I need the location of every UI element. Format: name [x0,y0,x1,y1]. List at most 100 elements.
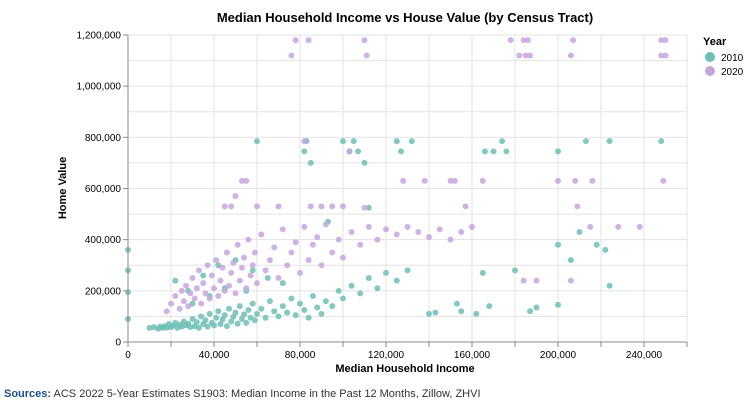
point-2010 [258,305,265,312]
point-2010 [292,312,299,319]
point-2020 [363,52,370,59]
point-2020 [458,228,465,235]
x-tick-label: 40,000 [199,350,230,361]
point-2020 [221,203,228,210]
point-2020 [284,262,291,269]
point-2010 [271,308,278,315]
source-label: Sources: [4,388,52,400]
point-2020 [198,300,205,307]
point-2020 [660,177,667,184]
point-2010 [307,159,314,166]
point-2020 [524,37,531,44]
point-2020 [520,277,527,284]
point-2020 [479,177,486,184]
point-2010 [249,300,256,307]
x-axis-ticks: 0 40,000 80,000 120,000 160,000 200,000 240,00… [125,342,688,361]
point-2020 [191,295,198,302]
point-2020 [228,269,235,276]
point-2020 [658,52,665,59]
point-2020 [288,52,295,59]
point-2010 [365,275,372,282]
point-2010 [211,322,217,329]
point-2020 [426,234,432,241]
point-2010 [262,314,269,321]
point-2010 [195,324,202,331]
point-2020 [415,228,422,235]
point-2010 [215,308,222,315]
point-2020 [400,177,407,184]
point-2020 [258,231,265,238]
point-2020 [301,223,308,230]
point-2010 [189,315,196,322]
point-2010 [329,303,336,310]
point-2010 [228,318,235,325]
point-2020 [234,241,241,248]
point-2020 [335,236,342,243]
point-2010 [350,138,357,145]
point-2010 [206,310,213,317]
point-2020 [185,303,192,310]
point-2010 [393,138,400,145]
point-2010 [527,308,534,315]
point-2020 [213,257,220,264]
point-2010 [236,303,243,310]
point-2010 [355,148,362,155]
point-2010 [374,285,381,292]
point-2010 [213,314,220,321]
point-2020 [340,203,346,210]
legend-label-2020: 2020 [721,67,744,78]
point-2020 [241,254,248,261]
point-2010 [284,309,291,316]
x-tick-label: 120,000 [368,350,405,361]
point-2020 [322,221,329,228]
point-2020 [469,223,475,230]
point-2020 [243,177,250,184]
point-2010 [582,138,589,145]
legend: Year 2010 2020 [703,36,744,78]
point-2020 [567,52,574,59]
point-2020 [348,228,355,235]
point-2010 [202,317,209,324]
y-tick-label: 400,000 [85,235,122,246]
point-2020 [279,226,286,233]
y-tick-label: 0 [115,338,121,349]
point-2020 [658,37,665,44]
point-2010 [245,307,252,314]
point-2020 [208,272,215,279]
point-2020 [178,287,185,294]
point-2010 [486,303,493,310]
point-2010 [512,267,518,274]
point-2010 [305,314,312,321]
point-2020 [247,272,254,279]
point-2010 [335,287,342,294]
point-2020 [329,249,336,256]
point-2020 [292,37,299,44]
point-2020 [232,290,239,297]
point-2020 [243,285,250,292]
point-2020 [374,236,381,243]
point-2020 [176,305,183,312]
scatter-chart: Median Household Income vs House Value (… [57,10,744,375]
point-2020 [254,203,260,210]
point-2010 [288,295,295,302]
point-2020 [232,193,239,200]
point-2010 [200,272,207,279]
point-2010 [473,310,480,317]
point-2010 [555,148,561,155]
point-2010 [266,298,273,305]
point-2020 [305,257,312,264]
x-tick-label: 200,000 [540,350,577,361]
point-2020 [226,282,233,289]
point-2010 [314,304,321,311]
point-2020 [183,282,190,289]
point-2020 [193,285,200,292]
point-2010 [393,277,400,284]
point-2010 [204,323,211,330]
point-2020 [507,37,514,44]
point-2020 [314,234,321,241]
point-2020 [309,241,316,248]
point-2010 [223,323,230,330]
point-2020 [587,223,594,230]
point-2020 [204,262,211,269]
point-2020 [228,203,235,210]
